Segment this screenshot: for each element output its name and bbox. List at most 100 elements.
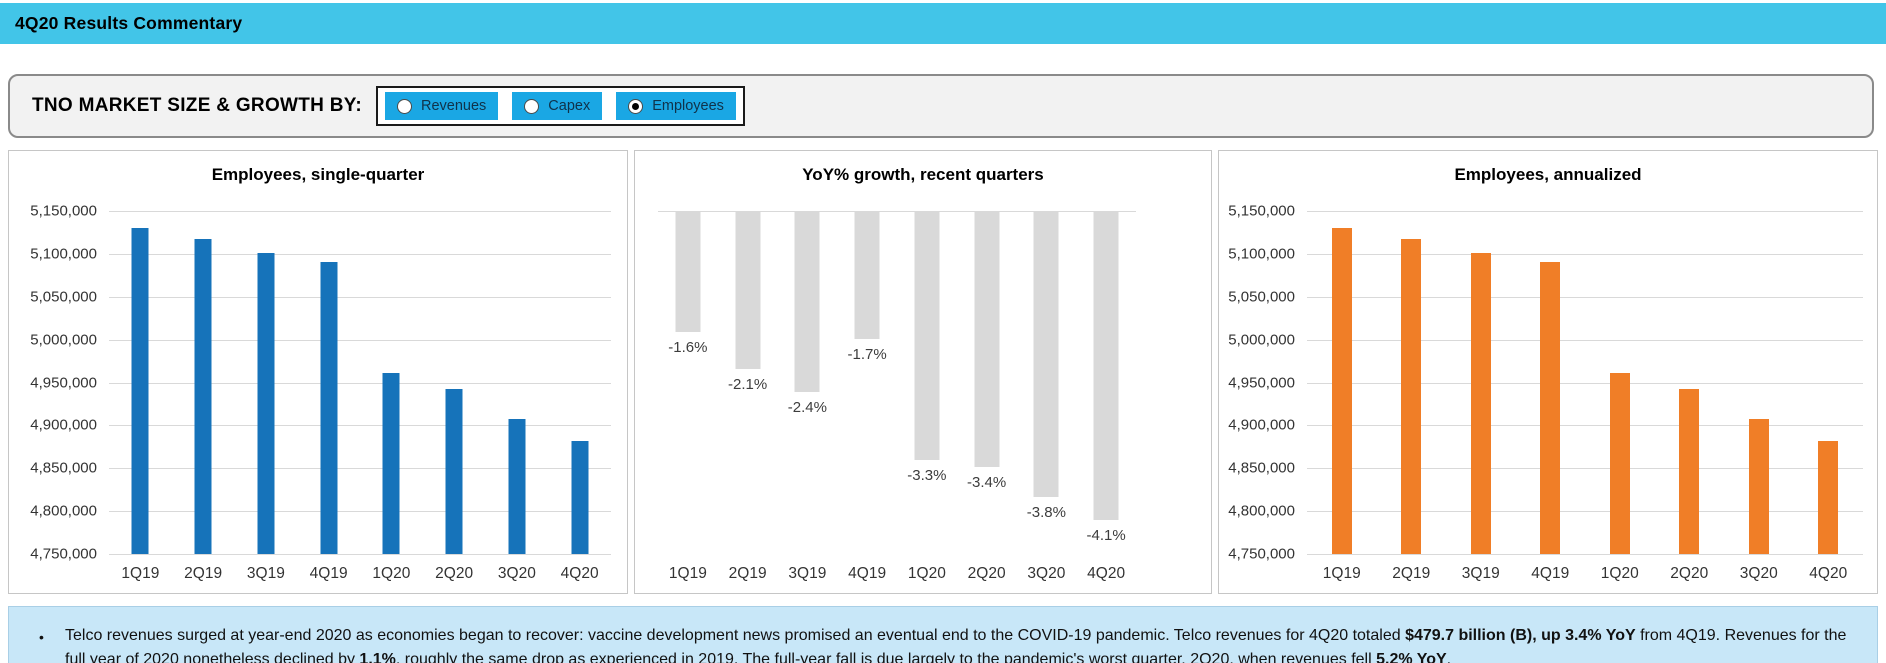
x-axis: 1Q19 2Q19 3Q19 4Q19 1Q20 2Q20 3Q20 4Q20 xyxy=(658,554,1136,593)
y-tick-label: 5,100,000 xyxy=(30,245,97,263)
bar-slot xyxy=(486,211,549,554)
commentary-text: Telco revenues surged at year-end 2020 a… xyxy=(65,624,1853,663)
gridline xyxy=(1307,339,1863,341)
bar-slot: -1.7% xyxy=(837,211,897,554)
bar-slot xyxy=(1307,211,1377,554)
x-axis: 1Q19 2Q19 3Q19 4Q19 1Q20 2Q20 3Q20 4Q20 xyxy=(109,554,611,593)
gridline xyxy=(109,554,611,555)
gridline xyxy=(109,382,611,384)
commentary-segment: Telco revenues surged at year-end 2020 a… xyxy=(65,627,1406,644)
radio-icon[interactable] xyxy=(628,98,644,114)
bar xyxy=(508,419,526,554)
gridline xyxy=(1307,253,1863,255)
bar-slot: -2.1% xyxy=(718,211,778,554)
gridline xyxy=(1307,468,1863,470)
chart-title: YoY% growth, recent quarters xyxy=(802,165,1044,184)
x-tick-label: 2Q19 xyxy=(184,564,223,582)
bar xyxy=(1401,239,1422,554)
x-tick-label: 1Q20 xyxy=(907,564,946,582)
bar-slot xyxy=(1446,211,1516,554)
bar-slot xyxy=(1794,211,1864,554)
bar-slot: -1.6% xyxy=(658,211,718,554)
commentary-segment: . xyxy=(1446,651,1452,663)
radio-icon[interactable] xyxy=(396,98,412,114)
x-tick-label: 2Q20 xyxy=(435,564,474,582)
value-label: -2.4% xyxy=(787,398,827,416)
bar xyxy=(1679,388,1700,554)
y-tick-label: 4,850,000 xyxy=(30,459,97,477)
gridline xyxy=(109,468,611,470)
bar-slot xyxy=(172,211,235,554)
y-tick-label: 5,100,000 xyxy=(1228,245,1295,263)
selector-label: TNO MARKET SIZE & GROWTH BY: xyxy=(32,95,362,116)
commentary-segment: from 4Q19. Revenues for the full year of… xyxy=(65,627,1847,663)
radio-option-capex[interactable]: Capex xyxy=(512,92,603,120)
commentary-segment: 5.2% YoY xyxy=(1376,651,1447,663)
commentary-segment: 1.1% xyxy=(359,651,396,663)
bar xyxy=(735,211,761,370)
radio-option-label: Revenues xyxy=(420,98,487,114)
y-tick-label: 4,850,000 xyxy=(1228,459,1295,477)
bar-slot xyxy=(548,211,611,554)
x-tick-label: 2Q19 xyxy=(1392,564,1431,582)
x-axis: 1Q19 2Q19 3Q19 4Q19 1Q20 2Q20 3Q20 4Q20 xyxy=(1307,554,1863,593)
x-tick-label: 2Q20 xyxy=(1670,564,1709,582)
bar xyxy=(445,388,463,554)
bar xyxy=(1748,419,1769,554)
commentary-segment: , roughly the same drop as experienced i… xyxy=(395,651,1377,663)
chart-employees-annualized: Employees, annualized 4,750,000 4,800,000… xyxy=(1218,150,1878,594)
y-tick-label: 5,000,000 xyxy=(1228,331,1295,349)
y-tick-label: 4,750,000 xyxy=(30,545,97,563)
y-tick-label: 5,000,000 xyxy=(30,331,97,349)
chart-employees-single-quarter: Employees, single-quarter 4,750,000 4,800… xyxy=(8,150,628,594)
chart-yoy-growth: YoY% growth, recent quarters -1.6% -2.1% -… xyxy=(634,150,1212,594)
x-tick-label: 1Q19 xyxy=(668,564,707,582)
bar-slot: -3.3% xyxy=(897,211,957,554)
plot-area: -1.6% -2.1% -2.4% -1.7% -3.3% -3.4% -3.8% -4.1% xyxy=(658,211,1136,554)
bar-slot xyxy=(297,211,360,554)
x-tick-label: 4Q20 xyxy=(560,564,599,582)
bar-slot: -3.4% xyxy=(957,211,1017,554)
gridline xyxy=(1307,425,1863,427)
gridline xyxy=(109,253,611,255)
bar-slot: -3.8% xyxy=(1017,211,1077,554)
x-tick-label: 3Q20 xyxy=(497,564,536,582)
commentary-paragraph: • Telco revenues surged at year-end 2020… xyxy=(9,607,1877,663)
header-bar: 4Q20 Results Commentary xyxy=(0,3,1886,44)
radio-option-employees[interactable]: Employees xyxy=(616,92,736,120)
bar xyxy=(1540,261,1561,554)
x-tick-label: 3Q19 xyxy=(246,564,285,582)
x-tick-label: 4Q20 xyxy=(1087,564,1126,582)
chart-body: -1.6% -2.1% -2.4% -1.7% -3.3% -3.4% -3.8% -4.1%… xyxy=(658,211,1136,582)
plot-area: 4,750,000 4,800,000 4,850,000 4,900,000 4,95… xyxy=(1228,203,1864,563)
bar-slot xyxy=(235,211,298,554)
x-tick-label: 3Q19 xyxy=(788,564,827,582)
y-tick-label: 4,800,000 xyxy=(1228,502,1295,520)
bar-slot xyxy=(109,211,172,554)
x-tick-label: 3Q20 xyxy=(1739,564,1778,582)
bars-layer xyxy=(109,211,611,554)
bar-slot xyxy=(360,211,423,554)
x-tick-label: 3Q19 xyxy=(1461,564,1500,582)
bar xyxy=(1470,253,1491,554)
bar xyxy=(914,211,940,460)
y-tick-label: 4,900,000 xyxy=(1228,416,1295,434)
bar xyxy=(194,239,212,554)
y-tick-label: 4,950,000 xyxy=(1228,374,1295,391)
zero-baseline xyxy=(658,211,1136,212)
gridline xyxy=(109,511,611,513)
chart-title: Employees, single-quarter xyxy=(211,165,425,184)
y-tick-label: 4,900,000 xyxy=(30,416,97,434)
x-tick-label: 1Q19 xyxy=(121,564,160,582)
value-label: -3.4% xyxy=(967,474,1007,492)
bar-slot xyxy=(1377,211,1447,554)
bar xyxy=(257,253,275,554)
bars-layer: -1.6% -2.1% -2.4% -1.7% -3.3% -3.4% -3.8% -4.1% xyxy=(658,211,1136,554)
bar xyxy=(974,211,1000,468)
gridline xyxy=(1307,211,1863,212)
x-tick-label: 4Q19 xyxy=(1531,564,1570,582)
radio-icon[interactable] xyxy=(524,98,540,114)
chart-body: 4,750,000 4,800,000 4,850,000 4,900,000 4,95… xyxy=(30,203,611,582)
bar-slot: -4.1% xyxy=(1076,211,1136,554)
radio-option-revenues[interactable]: Revenues xyxy=(384,92,499,120)
